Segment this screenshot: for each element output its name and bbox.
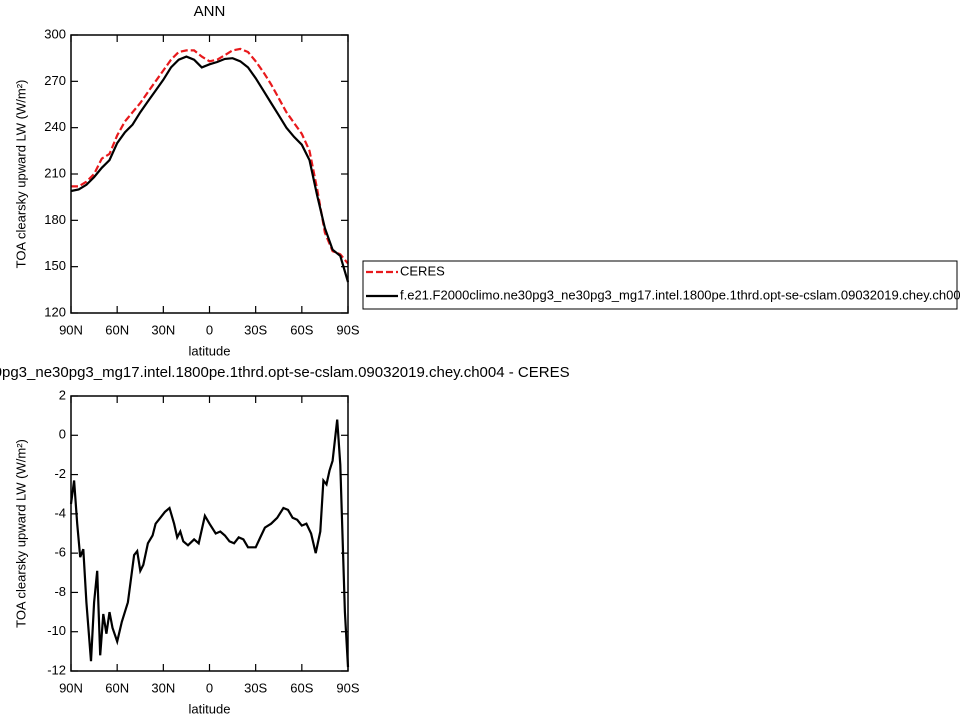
y-tick-label: -2	[54, 466, 66, 481]
y-tick-label: -4	[54, 505, 66, 520]
y-tick-label: 2	[59, 387, 66, 402]
y-tick-label: -12	[47, 662, 66, 677]
y-tick-label: 180	[44, 212, 66, 227]
x-tick-label: 30N	[151, 680, 175, 695]
x-tick-label: 90N	[59, 322, 83, 337]
x-tick-label: 60S	[290, 680, 313, 695]
y-tick-label: -6	[54, 545, 66, 560]
chart-title: ANN	[194, 3, 226, 20]
data-line	[69, 419, 350, 668]
y-tick-label: 210	[44, 165, 66, 180]
y-tick-label: 300	[44, 26, 66, 41]
x-tick-label: 90N	[59, 680, 83, 695]
y-tick-label: -8	[54, 584, 66, 599]
x-axis-label: latitude	[189, 343, 231, 358]
y-axis-label: TOA clearsky upward LW (W/m²)	[13, 439, 28, 628]
x-tick-label: 30S	[244, 680, 267, 695]
legend-label: CERES	[400, 263, 445, 278]
y-tick-label: 270	[44, 73, 66, 88]
x-tick-label: 90S	[336, 680, 359, 695]
legend-box	[362, 260, 958, 310]
x-tick-label: 30N	[151, 322, 175, 337]
x-tick-label: 30S	[244, 322, 267, 337]
legend-label: f.e21.F2000climo.ne30pg3_ne30pg3_mg17.in…	[400, 287, 960, 302]
y-tick-label: 150	[44, 258, 66, 273]
plot-frame	[70, 395, 349, 672]
y-tick-label: 240	[44, 119, 66, 134]
y-tick-label: 120	[44, 304, 66, 319]
y-axis-label: TOA clearsky upward LW (W/m²)	[13, 80, 28, 269]
x-tick-label: 0	[206, 680, 213, 695]
x-tick-label: 90S	[336, 322, 359, 337]
data-line	[70, 55, 350, 283]
chart-title: f.e21.F2000climo.ne30pg3_ne30pg3_mg17.in…	[0, 364, 570, 381]
x-tick-label: 60S	[290, 322, 313, 337]
y-tick-label: 0	[59, 427, 66, 442]
x-tick-label: 60N	[105, 680, 129, 695]
x-tick-label: 0	[206, 322, 213, 337]
x-axis-label: latitude	[189, 701, 231, 716]
y-tick-label: -10	[47, 623, 66, 638]
x-tick-label: 60N	[105, 322, 129, 337]
plot-frame	[70, 34, 349, 314]
data-line	[71, 47, 349, 265]
